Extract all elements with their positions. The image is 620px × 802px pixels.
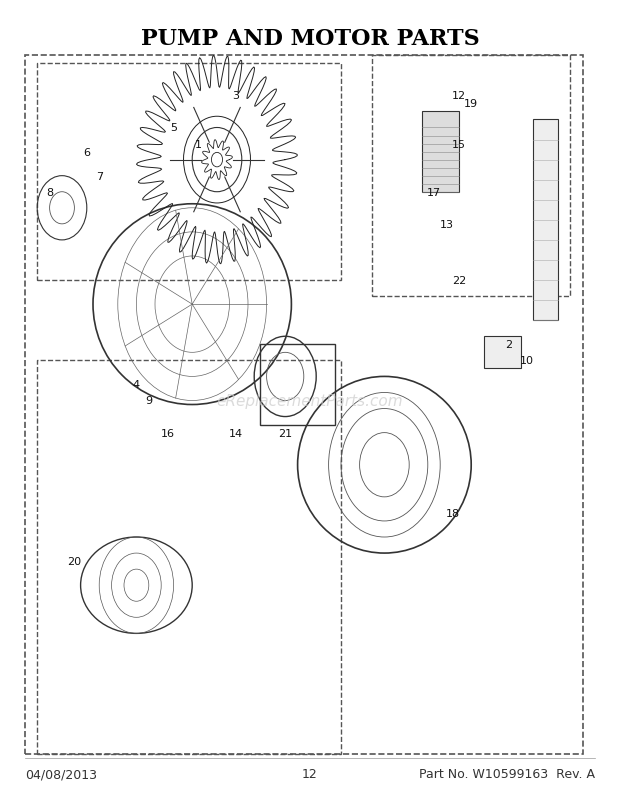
Bar [484,337,521,369]
Text: 1: 1 [195,140,202,149]
Bar [422,112,459,192]
Text: 6: 6 [83,148,91,157]
Text: PUMP AND MOTOR PARTS: PUMP AND MOTOR PARTS [141,28,479,50]
Text: 2: 2 [505,340,512,350]
Text: 20: 20 [68,557,81,566]
Bar [260,345,335,425]
Text: 22: 22 [452,276,466,286]
Text: Part No. W10599163  Rev. A: Part No. W10599163 Rev. A [419,768,595,780]
Text: 13: 13 [440,220,453,229]
Text: 12: 12 [452,91,466,101]
Bar [533,120,558,321]
Text: 15: 15 [452,140,466,149]
Text: 04/08/2013: 04/08/2013 [25,768,97,780]
Text: 8: 8 [46,188,53,197]
Text: 4: 4 [133,380,140,390]
Text: 3: 3 [232,91,239,101]
Text: 9: 9 [145,396,153,406]
Text: 7: 7 [95,172,103,181]
Text: 14: 14 [229,428,242,438]
Bar [25,56,583,754]
Text: 19: 19 [464,99,478,109]
Text: 5: 5 [170,124,177,133]
Text: 18: 18 [446,508,459,518]
Bar [37,361,341,754]
Bar [37,64,341,281]
Text: 17: 17 [427,188,441,197]
Text: 12: 12 [302,768,318,780]
Bar [372,56,570,297]
Text: eReplacementParts.com: eReplacementParts.com [216,394,404,408]
Text: 21: 21 [278,428,292,438]
Text: 10: 10 [520,356,534,366]
Text: 16: 16 [161,428,174,438]
